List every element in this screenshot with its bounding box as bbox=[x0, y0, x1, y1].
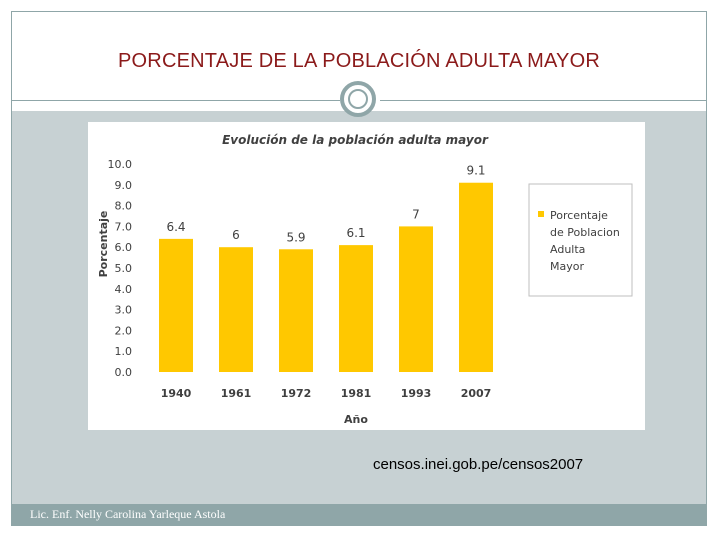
circle-ornament-icon bbox=[340, 81, 376, 117]
y-tick-label: 0.0 bbox=[115, 366, 133, 379]
legend-frame bbox=[528, 183, 633, 297]
source-citation: censos.inei.gob.pe/censos2007 bbox=[373, 456, 584, 473]
legend-label-line: Mayor bbox=[550, 260, 584, 273]
bar bbox=[459, 182, 493, 372]
bar-value-label: 7 bbox=[412, 207, 420, 221]
legend: Porcentaje de Poblacion Adulta Mayor bbox=[528, 183, 633, 297]
legend-label: Porcentaje de Poblacion Adulta Mayor bbox=[550, 209, 623, 273]
bar-value-label: 6.1 bbox=[346, 226, 365, 240]
x-tick-label: 1981 bbox=[341, 387, 372, 400]
chart-title: Evolución de la población adulta mayor bbox=[222, 133, 489, 147]
x-tick-label: 1940 bbox=[161, 387, 192, 400]
y-tick-labels: 0.0 1.0 2.0 3.0 4.0 5.0 6.0 7.0 8.0 9.0 10.0 bbox=[108, 158, 133, 379]
bar bbox=[159, 238, 193, 372]
footer-bar: Lic. Enf. Nelly Carolina Yarleque Astola bbox=[12, 504, 706, 526]
bar bbox=[219, 247, 253, 372]
y-tick-label: 8.0 bbox=[115, 200, 133, 213]
x-tick-label: 1993 bbox=[401, 387, 432, 400]
y-tick-label: 3.0 bbox=[115, 304, 133, 317]
bar-value-label: 9.1 bbox=[466, 164, 485, 178]
x-tick-label: 1972 bbox=[281, 387, 312, 400]
footer-author: Lic. Enf. Nelly Carolina Yarleque Astola bbox=[30, 507, 226, 521]
y-tick-label: 1.0 bbox=[115, 345, 133, 358]
x-tick-label: 2007 bbox=[461, 387, 492, 400]
y-tick-label: 9.0 bbox=[115, 179, 133, 192]
legend-label-line: Adulta bbox=[550, 243, 585, 256]
bars: 6.4 6 5.9 6.1 7 9.1 bbox=[159, 164, 493, 372]
chart-container: Evolución de la población adulta mayor P… bbox=[88, 122, 645, 430]
y-tick-label: 4.0 bbox=[115, 283, 133, 296]
y-tick-label: 2.0 bbox=[115, 324, 133, 337]
bar bbox=[399, 226, 433, 372]
legend-label-line: Porcentaje bbox=[550, 209, 608, 222]
bar-chart: Evolución de la población adulta mayor P… bbox=[97, 133, 633, 426]
x-axis-label: Año bbox=[344, 413, 368, 426]
bar-value-label: 6 bbox=[232, 228, 240, 242]
y-tick-label: 6.0 bbox=[115, 241, 133, 254]
bar-value-label: 6.4 bbox=[166, 220, 185, 234]
title-divider-left bbox=[12, 100, 340, 101]
x-tick-labels: 1940 1961 1972 1981 1993 2007 bbox=[161, 387, 492, 400]
legend-swatch bbox=[538, 211, 544, 217]
y-tick-label: 10.0 bbox=[108, 158, 133, 171]
title-divider-right bbox=[380, 100, 706, 101]
slide-title: PORCENTAJE DE LA POBLACIÓN ADULTA MAYOR bbox=[118, 50, 600, 72]
y-tick-label: 7.0 bbox=[115, 220, 133, 233]
y-tick-label: 5.0 bbox=[115, 262, 133, 275]
bar bbox=[279, 249, 313, 372]
bar-value-label: 5.9 bbox=[286, 230, 305, 244]
legend-label-line: de Poblacion bbox=[550, 226, 620, 239]
bar bbox=[339, 245, 373, 372]
y-axis-label: Porcentaje bbox=[97, 211, 110, 278]
x-tick-label: 1961 bbox=[221, 387, 252, 400]
